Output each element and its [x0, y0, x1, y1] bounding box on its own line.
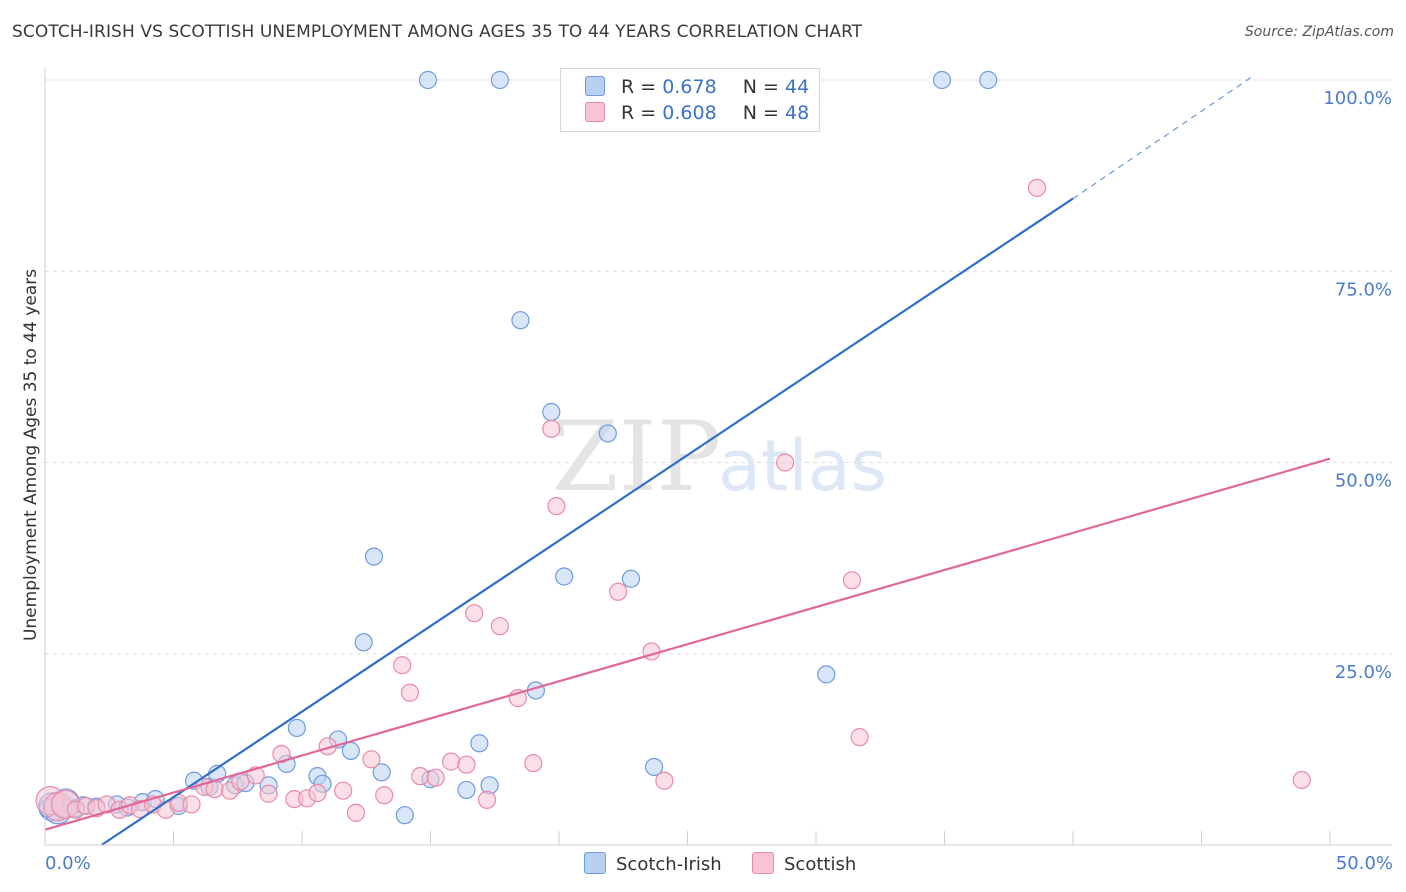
source-label: Source: ZipAtlas.com — [1244, 24, 1394, 40]
scottish-point — [346, 803, 366, 822]
scottish-point — [375, 786, 394, 805]
scottish-point — [426, 768, 445, 787]
scottish-point — [850, 728, 869, 747]
scotch-irish-point — [354, 633, 373, 652]
scottish-point — [477, 790, 497, 809]
trend-lines — [44, 75, 1331, 846]
scotch-irish-point — [457, 780, 476, 800]
scottish-point — [259, 784, 278, 803]
scotch-irish-trendline — [100, 197, 1074, 846]
legend-swatch-pink — [585, 102, 605, 122]
scotch-irish-trendline-extension — [1072, 75, 1254, 200]
grid-layer: 25.0% 50.0% 75.0% 100.0% — [45, 79, 1392, 683]
scottish-point — [362, 750, 381, 769]
scotch-irish-point — [932, 70, 952, 90]
scotch-irish-point — [490, 70, 509, 90]
scotch-irish-point — [341, 741, 360, 761]
scottish-point — [308, 783, 327, 803]
scotch-irish-point — [364, 547, 384, 566]
scotch-irish-point — [598, 424, 617, 443]
correlation-legend: R = 0.678 N = 44 R = 0.608 N = 48 — [560, 68, 820, 132]
y-tick-label: 75.0% — [1335, 279, 1392, 300]
y-tick-label: 50.0% — [1335, 471, 1392, 492]
y-tick-label: 25.0% — [1335, 662, 1392, 683]
x-tick-label: 50.0% — [1336, 853, 1393, 874]
scotch-irish-point — [979, 70, 998, 90]
scotch-irish-point — [372, 763, 391, 782]
legend-r-value: 0.608 — [662, 102, 717, 124]
legend-r-label: R = — [621, 102, 657, 124]
scottish-point — [490, 617, 509, 636]
watermark-zip: ZIP — [552, 401, 721, 513]
axes-layer: 0.0% 50.0% — [44, 68, 1393, 874]
scottish-point — [1027, 178, 1047, 197]
scottish-point — [542, 419, 561, 438]
scottish-point — [411, 767, 430, 786]
x-tick-label: 0.0% — [45, 853, 91, 874]
bottom-legend-scotch-irish[interactable]: Scotch-Irish — [584, 852, 722, 875]
scotch-irish-point — [287, 718, 306, 738]
scotch-irish-point — [621, 569, 641, 588]
scottish-point — [393, 656, 412, 675]
legend-n-label: N = — [742, 76, 779, 98]
scottish-point — [457, 755, 476, 774]
scottish-point — [334, 781, 353, 800]
y-axis-label: Unemployment Among Ages 35 to 44 years — [21, 269, 41, 641]
y-tick-label: 100.0% — [1323, 88, 1392, 109]
legend-n-label: N = — [742, 102, 779, 124]
scotch-irish-point — [418, 70, 438, 90]
legend-row-scottish: R = 0.608 N = 48 — [585, 102, 809, 128]
scottish-point — [776, 453, 795, 472]
legend-n-value: 48 — [785, 102, 810, 124]
scottish-point — [655, 771, 674, 790]
legend-r-value: 0.678 — [662, 76, 717, 98]
bottom-legend-scottish[interactable]: Scottish — [752, 852, 856, 875]
scottish-point — [547, 497, 566, 516]
scotch-irish-point — [555, 567, 574, 586]
scotch-irish-point — [644, 757, 664, 777]
watermark-atlas: atlas — [718, 425, 887, 507]
scotch-irish-point — [817, 665, 836, 684]
scottish-point — [1292, 770, 1311, 790]
legend-row-scotch-irish: R = 0.678 N = 44 — [585, 76, 809, 102]
scottish-point — [609, 582, 628, 601]
legend-swatch-blue — [584, 852, 606, 874]
scotch-irish-point — [470, 734, 489, 753]
legend-n-value: 44 — [785, 76, 810, 98]
scotch-irish-point — [511, 311, 530, 330]
legend-r-label: R = — [621, 76, 657, 98]
scotch-irish-point — [542, 402, 561, 422]
legend-label: Scottish — [784, 854, 857, 875]
scottish-point — [400, 683, 420, 702]
legend-label: Scotch-Irish — [616, 854, 722, 875]
scottish-point — [465, 604, 484, 623]
scottish-trendline — [44, 457, 1331, 831]
scottish-point — [524, 754, 543, 773]
scottish-point — [842, 571, 862, 590]
scotch-irish-point — [395, 806, 414, 825]
legend-swatch-blue — [585, 76, 605, 96]
scottish-point — [182, 795, 201, 814]
scottish-point — [441, 752, 461, 771]
legend-swatch-pink — [752, 852, 774, 874]
chart-title: SCOTCH-IRISH VS SCOTTISH UNEMPLOYMENT AM… — [12, 22, 863, 42]
